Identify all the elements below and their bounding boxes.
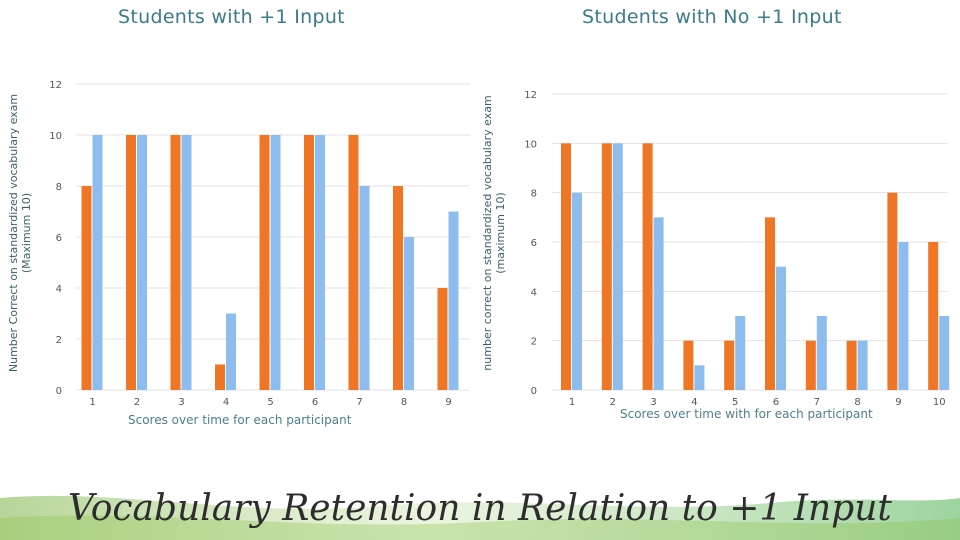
bar-series-1-cat-9 bbox=[437, 288, 448, 390]
bar-series-2-cat-5 bbox=[270, 135, 281, 390]
bar-series-1-cat-2 bbox=[601, 143, 612, 390]
bar-series-1-cat-7 bbox=[348, 135, 359, 390]
bar-series-1-cat-2 bbox=[126, 135, 136, 390]
x-tick-label: 2 bbox=[134, 397, 140, 408]
bar-series-1-cat-3 bbox=[170, 135, 181, 390]
x-tick-label: 7 bbox=[356, 397, 362, 408]
bar-series-2-cat-8 bbox=[857, 340, 868, 390]
bar-series-2-cat-5 bbox=[735, 316, 746, 390]
bar-series-2-cat-10 bbox=[939, 316, 950, 390]
bar-series-2-cat-6 bbox=[315, 135, 325, 390]
bar-series-2-cat-3 bbox=[653, 217, 664, 390]
y-tick-label: 6 bbox=[531, 238, 537, 249]
x-tick-label: 9 bbox=[445, 397, 451, 408]
bar-series-1-cat-6 bbox=[765, 217, 775, 390]
bar-series-1-cat-10 bbox=[928, 242, 939, 390]
bar-series-2-cat-7 bbox=[359, 186, 370, 390]
x-tick-label: 4 bbox=[223, 397, 229, 408]
bar-series-1-cat-5 bbox=[724, 340, 735, 390]
bar-series-2-cat-2 bbox=[137, 135, 147, 390]
right-x-axis-label: Scores over time with for each participa… bbox=[620, 407, 873, 421]
y-tick-label: 2 bbox=[531, 337, 537, 348]
x-tick-label: 3 bbox=[650, 397, 656, 408]
bar-series-1-cat-4 bbox=[683, 340, 694, 390]
bar-series-2-cat-9 bbox=[898, 242, 909, 390]
x-tick-label: 5 bbox=[267, 397, 273, 408]
bar-series-2-cat-1 bbox=[92, 135, 103, 390]
y-tick-label: 10 bbox=[49, 131, 62, 142]
bar-series-1-cat-3 bbox=[642, 143, 653, 390]
bar-series-2-cat-7 bbox=[816, 316, 827, 390]
y-tick-label: 12 bbox=[524, 90, 537, 101]
x-tick-label: 10 bbox=[933, 397, 946, 408]
x-tick-label: 2 bbox=[610, 397, 616, 408]
x-tick-label: 6 bbox=[312, 397, 318, 408]
bar-series-1-cat-5 bbox=[259, 135, 270, 390]
y-tick-label: 8 bbox=[56, 182, 62, 193]
bar-series-2-cat-4 bbox=[694, 365, 705, 390]
right-chart-title: Students with No +1 Input bbox=[582, 6, 842, 28]
y-tick-label: 4 bbox=[56, 284, 62, 295]
bar-series-2-cat-2 bbox=[612, 143, 623, 390]
slide-title: Vocabulary Retention in Relation to +1 I… bbox=[68, 488, 892, 529]
bar-series-1-cat-1 bbox=[81, 186, 92, 390]
bar-series-1-cat-8 bbox=[846, 340, 857, 390]
decorative-footer-band bbox=[0, 495, 960, 540]
y-tick-label: 8 bbox=[531, 189, 537, 200]
left-x-axis-label: Scores over time for each participant bbox=[128, 413, 352, 427]
bar-series-1-cat-9 bbox=[887, 192, 898, 390]
y-tick-label: 0 bbox=[56, 386, 62, 397]
y-tick-label: 6 bbox=[56, 233, 62, 244]
bar-series-1-cat-4 bbox=[215, 364, 225, 390]
x-tick-label: 1 bbox=[89, 397, 95, 408]
x-tick-label: 9 bbox=[895, 397, 901, 408]
bar-series-1-cat-8 bbox=[393, 186, 403, 390]
x-tick-label: 4 bbox=[691, 397, 697, 408]
x-tick-label: 7 bbox=[814, 397, 820, 408]
y-tick-label: 2 bbox=[56, 335, 62, 346]
left-chart-title: Students with +1 Input bbox=[118, 6, 345, 28]
bar-series-1-cat-6 bbox=[304, 135, 314, 390]
bar-series-2-cat-9 bbox=[448, 211, 459, 390]
bar-series-1-cat-7 bbox=[805, 340, 816, 390]
y-tick-label: 4 bbox=[531, 287, 537, 298]
bar-series-1-cat-1 bbox=[561, 143, 571, 390]
bar-series-2-cat-4 bbox=[226, 313, 236, 390]
x-tick-label: 6 bbox=[773, 397, 779, 408]
bar-series-2-cat-1 bbox=[572, 192, 582, 390]
x-tick-label: 8 bbox=[401, 397, 407, 408]
x-tick-label: 3 bbox=[178, 397, 184, 408]
x-tick-label: 1 bbox=[569, 397, 575, 408]
bar-series-2-cat-8 bbox=[404, 237, 414, 390]
y-tick-label: 10 bbox=[524, 139, 537, 150]
x-tick-label: 5 bbox=[732, 397, 738, 408]
bar-series-2-cat-3 bbox=[181, 135, 192, 390]
bar-series-2-cat-6 bbox=[776, 266, 786, 390]
x-tick-label: 8 bbox=[854, 397, 860, 408]
y-tick-label: 0 bbox=[531, 386, 537, 397]
y-tick-label: 12 bbox=[49, 80, 62, 91]
